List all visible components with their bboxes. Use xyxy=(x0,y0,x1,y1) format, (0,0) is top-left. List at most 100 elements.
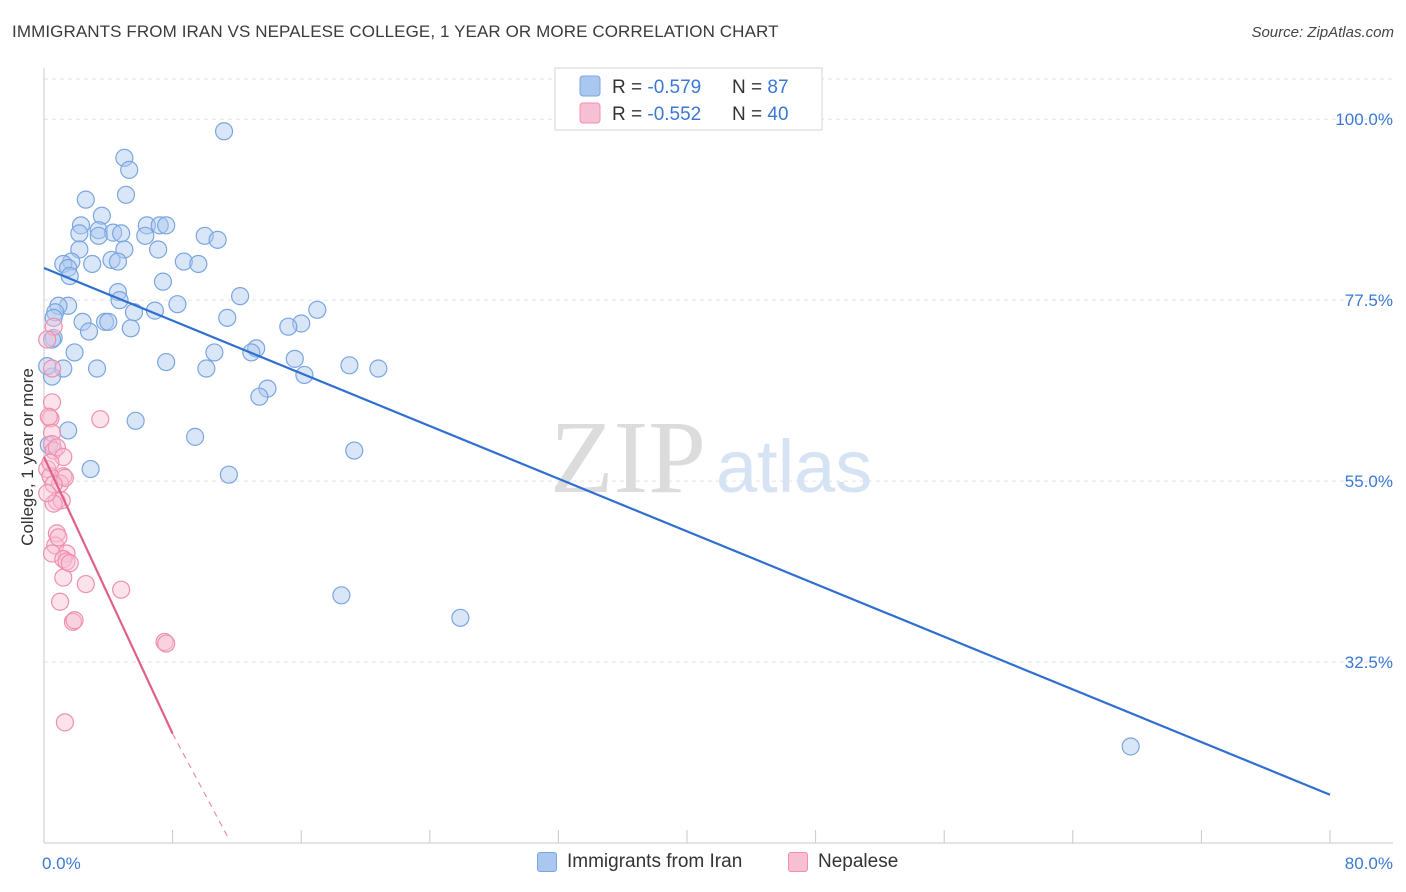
data-point-nepalese xyxy=(112,580,131,599)
data-point-iran xyxy=(218,308,237,327)
data-point-nepalese xyxy=(38,330,57,349)
data-point-iran xyxy=(38,357,57,376)
data-point-iran xyxy=(186,427,205,446)
stats-row-iran: R = -0.579 N = 87 xyxy=(612,77,789,98)
stats-n-label-iran: N = xyxy=(732,77,767,98)
data-point-iran xyxy=(214,122,234,141)
data-point-iran xyxy=(157,216,176,235)
data-point-iran xyxy=(279,317,298,336)
data-point-iran xyxy=(126,411,145,430)
legend-swatch-nepalese xyxy=(788,852,808,872)
data-point-iran xyxy=(70,224,89,243)
trend-line-iran xyxy=(43,266,1331,796)
watermark: ZIP atlas xyxy=(550,400,872,515)
watermark-zip: ZIP xyxy=(550,400,706,515)
data-point-nepalese xyxy=(44,494,63,513)
legend-item-iran: Immigrants from Iran xyxy=(537,851,742,873)
data-point-iran xyxy=(108,252,128,271)
data-point-iran xyxy=(79,322,99,341)
data-point-nepalese xyxy=(49,528,68,547)
stats-swatch-nepalese xyxy=(579,102,601,124)
data-point-iran xyxy=(120,160,139,179)
x-tick-label-min: 0.0% xyxy=(42,854,81,873)
data-point-iran xyxy=(136,226,155,245)
data-point-iran xyxy=(87,359,107,378)
legend-label-nepalese: Nepalese xyxy=(818,851,899,872)
data-point-iran xyxy=(157,352,176,372)
data-point-nepalese xyxy=(42,544,62,563)
stats-r-value-nepalese: -0.552 xyxy=(647,104,701,125)
data-point-iran xyxy=(92,206,111,225)
data-points xyxy=(38,122,1140,756)
trend-line-nepalese xyxy=(43,456,174,735)
data-point-iran xyxy=(110,291,129,310)
data-point-iran xyxy=(150,216,169,235)
data-point-iran xyxy=(369,359,388,378)
trend-line-nepalese-extension xyxy=(172,733,230,840)
y-axis-label: College, 1 year or more xyxy=(18,368,37,546)
data-point-iran xyxy=(83,254,102,274)
data-point-iran xyxy=(81,459,100,479)
data-point-iran xyxy=(451,608,470,627)
watermark-atlas: atlas xyxy=(716,425,872,508)
stats-r-label-iran: R = xyxy=(612,77,647,98)
data-point-iran xyxy=(231,287,250,306)
data-point-iran xyxy=(1121,737,1140,756)
gridlines xyxy=(44,78,1393,663)
stats-n-value-nepalese: 40 xyxy=(767,104,788,125)
data-point-iran xyxy=(76,190,95,209)
axes xyxy=(43,68,1393,844)
data-point-iran xyxy=(59,421,78,440)
data-point-iran xyxy=(205,343,224,362)
data-point-iran xyxy=(197,359,216,378)
y-tick-label: 32.5% xyxy=(1345,653,1393,672)
stats-r-label-nepalese: R = xyxy=(612,104,647,125)
data-point-iran xyxy=(102,250,121,270)
source-label: Source: ZipAtlas.com xyxy=(1251,24,1394,41)
data-point-iran xyxy=(99,312,118,331)
chart-title: IMMIGRANTS FROM IRAN VS NEPALESE COLLEGE… xyxy=(12,22,779,41)
data-point-nepalese xyxy=(60,554,79,573)
y-tick-label: 100.0% xyxy=(1335,110,1393,129)
data-point-iran xyxy=(285,349,304,368)
tick-labels: 32.5% 55.0% 77.5% 100.0% 0.0% 80.0% xyxy=(42,110,1393,873)
data-point-iran xyxy=(208,230,227,249)
trend-lines xyxy=(43,266,1331,840)
data-point-nepalese xyxy=(38,484,57,503)
data-point-iran xyxy=(121,319,140,338)
data-point-nepalese xyxy=(42,435,62,454)
y-tick-label: 77.5% xyxy=(1345,291,1393,310)
data-point-nepalese xyxy=(76,574,95,594)
stats-swatch-iran xyxy=(579,75,601,97)
legend-item-nepalese: Nepalese xyxy=(788,851,898,873)
data-point-iran xyxy=(332,586,351,605)
data-point-nepalese xyxy=(42,359,62,378)
stats-r-value-iran: -0.579 xyxy=(647,77,701,98)
data-point-nepalese xyxy=(44,441,63,460)
data-point-iran xyxy=(308,300,327,319)
x-tick-label-max: 80.0% xyxy=(1345,854,1393,873)
data-point-nepalese xyxy=(157,634,176,653)
data-point-iran xyxy=(112,224,131,243)
data-point-iran xyxy=(168,295,187,314)
data-point-nepalese xyxy=(50,592,70,611)
stats-n-value-iran: 87 xyxy=(767,77,788,98)
y-tick-label: 55.0% xyxy=(1345,472,1393,491)
data-point-iran xyxy=(73,312,92,331)
data-point-nepalese xyxy=(91,410,110,429)
data-point-nepalese xyxy=(55,468,74,487)
data-point-nepalese xyxy=(47,438,66,457)
data-point-iran xyxy=(89,221,108,240)
data-point-iran xyxy=(116,185,136,204)
stats-n-label-nepalese: N = xyxy=(732,104,767,125)
legend-swatch-iran xyxy=(537,852,557,872)
data-point-iran xyxy=(174,252,193,271)
stats-row-nepalese: R = -0.552 N = 40 xyxy=(612,104,789,125)
data-point-iran xyxy=(153,272,173,291)
data-point-iran xyxy=(189,254,208,274)
data-point-nepalese xyxy=(65,611,84,630)
data-point-nepalese xyxy=(39,407,58,426)
data-point-iran xyxy=(345,441,364,460)
stats-legend: R = -0.579 N = 87 R = -0.552 N = 40 xyxy=(554,67,823,131)
